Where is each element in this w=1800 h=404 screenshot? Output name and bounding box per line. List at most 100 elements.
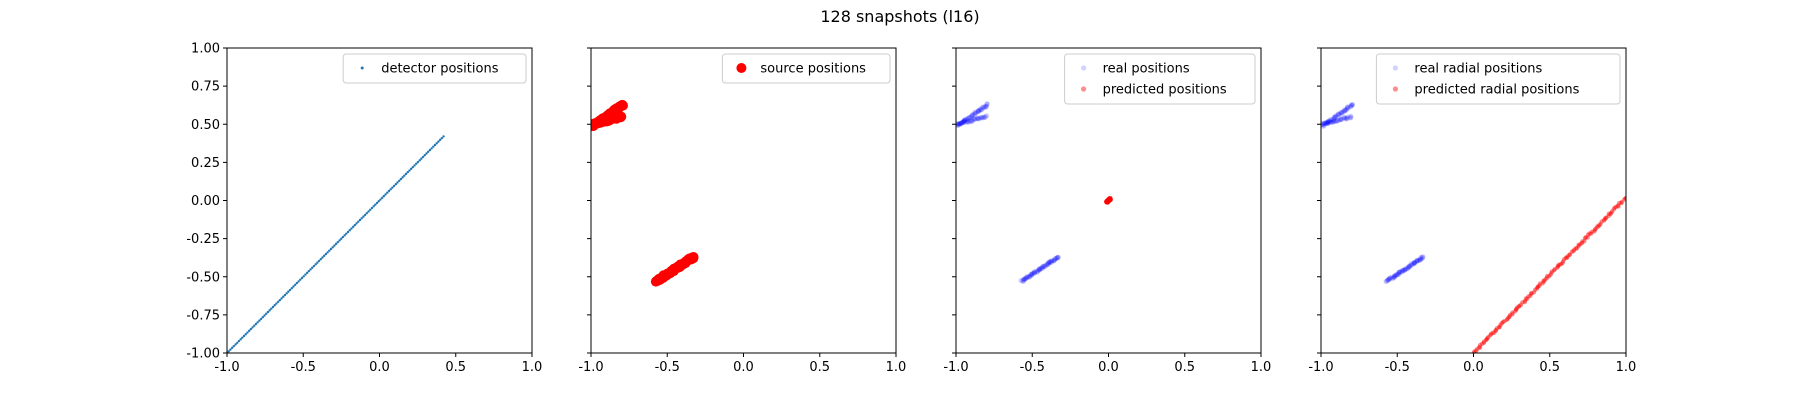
data-point [1106,197,1111,203]
data-point [1106,198,1111,203]
data-point [1587,231,1592,236]
data-point [1108,196,1113,202]
data-point [1555,264,1561,269]
data-point [1105,198,1111,203]
data-point [1106,197,1112,202]
data-point [1105,198,1111,204]
data-point [1034,269,1040,275]
data-point [294,283,297,286]
data-point [1497,325,1502,330]
x-tick-label: -0.5 [655,360,680,375]
data-point [1560,260,1565,266]
data-point [1488,331,1494,337]
plot-area [1321,102,1626,353]
data-point [1498,322,1503,327]
data-point [351,225,355,229]
data-point [1583,235,1588,240]
data-point [1106,197,1112,202]
data-point [1508,312,1513,318]
data-point [971,116,977,122]
data-point [1488,332,1493,338]
data-point [285,292,288,295]
data-point [1342,115,1348,121]
data-point [1608,211,1613,217]
data-point [1347,115,1353,121]
data-point [1108,197,1113,203]
data-point [1022,276,1028,282]
data-point [1104,200,1109,205]
data-point [963,119,969,125]
data-point [1400,267,1406,274]
legend: real positions predicted positions [1064,53,1256,105]
data-point [1106,198,1112,203]
data-point [1049,258,1055,264]
data-point [280,297,283,300]
x-tick-label: -1.0 [578,360,603,375]
data-point [430,147,433,150]
data-point [1105,199,1111,204]
data-point [374,203,377,206]
data-point [1544,276,1549,281]
legend-label: predicted radial positions [1414,83,1579,98]
data-point [1611,207,1616,212]
data-point [970,112,976,118]
data-point [418,159,421,162]
data-point [396,181,399,184]
data-point [1021,276,1027,282]
data-point [1105,199,1110,205]
data-point [343,234,346,237]
data-point [1402,267,1408,273]
data-point [287,290,290,293]
data-point [312,264,316,268]
data-point [411,165,415,169]
data-point [1411,260,1417,266]
legend-marker [736,63,747,73]
data-point [1043,262,1050,268]
data-point [340,237,343,240]
data-point [348,229,351,232]
data-point [963,116,969,122]
data-point [1106,197,1111,203]
data-point [1606,213,1611,219]
data-point [1608,210,1614,216]
data-point [1341,115,1347,121]
data-point [1392,273,1398,279]
data-point [1106,198,1112,203]
data-point [1040,264,1046,270]
data-point [1048,258,1055,264]
data-point [1541,279,1546,284]
data-point [1025,274,1031,280]
data-point [1105,198,1110,203]
data-point [1417,256,1423,262]
data-point [615,112,626,123]
data-point [1582,239,1587,244]
data-point [357,220,360,223]
data-point [1105,200,1110,205]
data-point [1505,316,1510,321]
data-point [1407,263,1413,269]
data-point [1106,198,1111,203]
data-point [1042,263,1048,270]
data-point [976,108,982,114]
legend-box [1375,53,1621,105]
data-point [1051,257,1058,263]
data-point [1020,278,1027,284]
data-point [1589,229,1595,234]
data-point [1106,198,1111,204]
x-tick-label: -1.0 [943,360,968,375]
y-tick-label: 0.50 [191,118,220,133]
data-point [1104,199,1110,205]
data-point [391,186,394,189]
data-point [1544,274,1550,279]
data-point [1419,254,1426,260]
data-point [1106,197,1111,203]
data-point [425,152,428,155]
data-point [974,115,980,122]
legend-label: predicted positions [1103,83,1227,98]
data-point [1602,217,1607,222]
data-point [1556,263,1561,268]
data-point [265,312,268,315]
data-point [1106,199,1111,204]
data-point [1030,271,1036,277]
